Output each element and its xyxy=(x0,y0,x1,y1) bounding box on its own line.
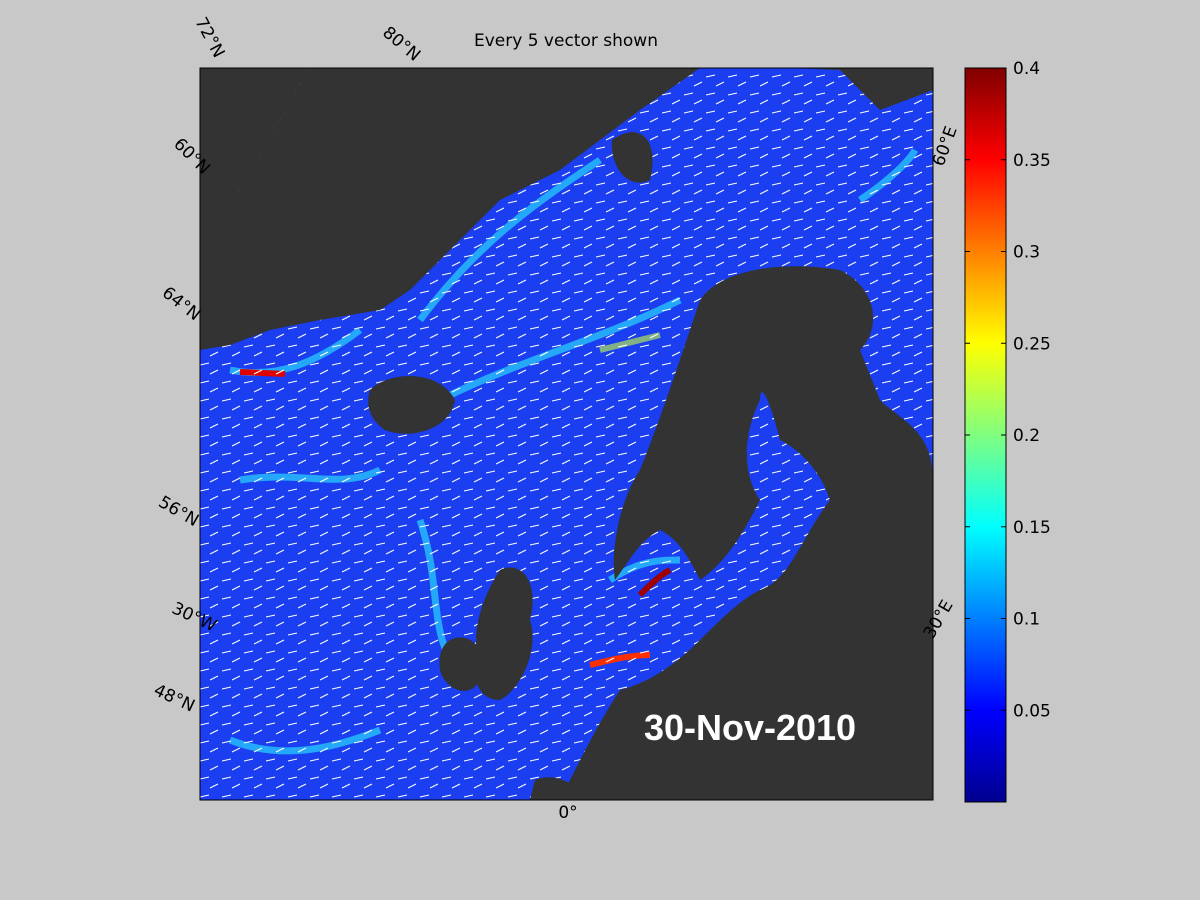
land xyxy=(200,68,933,800)
colorbar xyxy=(964,67,1007,803)
grid-label: 60°E xyxy=(929,124,962,169)
grid-label: 64°N xyxy=(158,283,204,325)
map-frame xyxy=(199,67,934,801)
colorbar-tick-label: 0.4 xyxy=(1013,59,1040,79)
grid-label: 80°N xyxy=(378,23,424,66)
colorbar-tick-label: 0.2 xyxy=(1013,426,1040,446)
colorbar-tick-label: 0.05 xyxy=(1013,701,1051,721)
grid-label: 0° xyxy=(558,803,577,823)
grid-label: 56°N xyxy=(155,492,202,531)
colorbar-tick-label: 0.15 xyxy=(1013,518,1051,538)
map-title: Every 5 vector shown xyxy=(474,31,658,51)
date-label: 30-Nov-2010 xyxy=(644,707,856,748)
colorbar-tick-label: 0.35 xyxy=(1013,151,1051,171)
colorbar-ticks: 0.05 0.1 0.15 0.2 0.25 0.3 0.35 0.4 xyxy=(965,59,1051,721)
colorbar-tick-label: 0.1 xyxy=(1013,610,1040,630)
colorbar-tick-label: 0.3 xyxy=(1013,243,1040,263)
map xyxy=(200,68,933,800)
colorbar-tick-label: 0.25 xyxy=(1013,334,1051,354)
grid-label: 72°N xyxy=(191,14,229,61)
grid-label: 48°N xyxy=(150,680,197,716)
